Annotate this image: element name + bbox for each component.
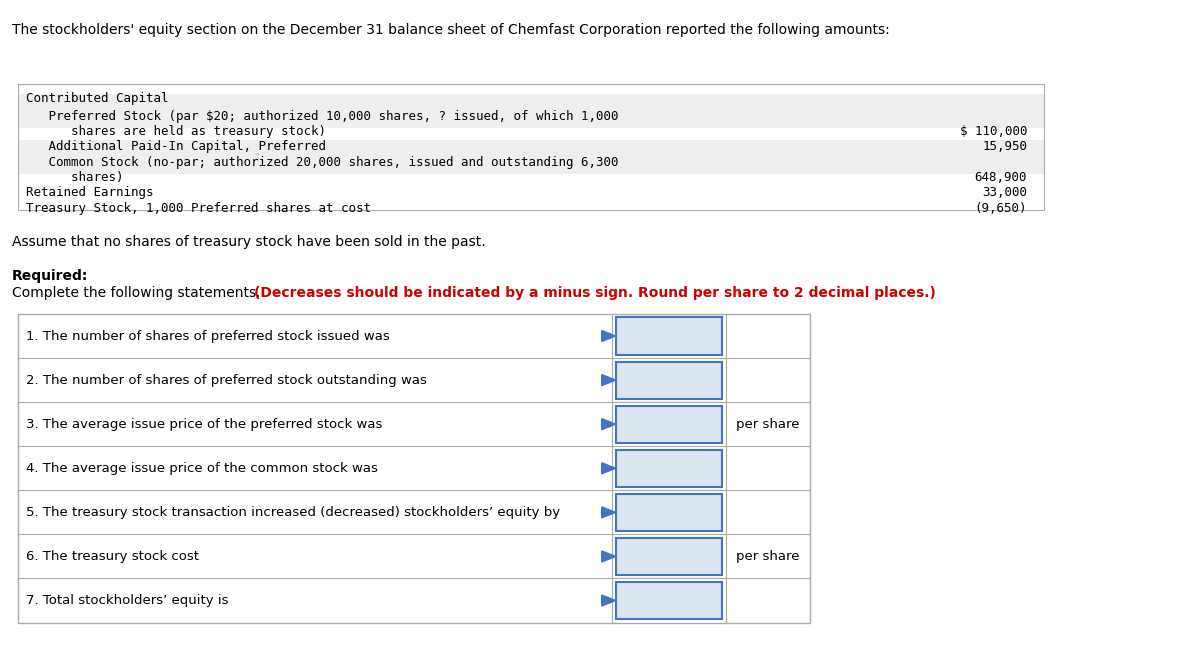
FancyBboxPatch shape (18, 314, 810, 623)
Text: 4. The average issue price of the common stock was: 4. The average issue price of the common… (26, 462, 378, 475)
Text: 1. The number of shares of preferred stock issued was: 1. The number of shares of preferred sto… (26, 329, 390, 343)
Text: 5. The treasury stock transaction increased (decreased) stockholders’ equity by: 5. The treasury stock transaction increa… (26, 506, 560, 519)
Text: Preferred Stock (par $20; authorized 10,000 shares, ? issued, of which 1,000: Preferred Stock (par $20; authorized 10,… (26, 110, 619, 122)
FancyBboxPatch shape (616, 317, 722, 355)
FancyBboxPatch shape (18, 140, 1044, 174)
Text: $ 110,000: $ 110,000 (960, 125, 1027, 138)
Text: The stockholders' equity section on the December 31 balance sheet of Chemfast Co: The stockholders' equity section on the … (12, 23, 889, 37)
Text: Assume that no shares of treasury stock have been sold in the past.: Assume that no shares of treasury stock … (12, 235, 486, 249)
Text: Retained Earnings: Retained Earnings (26, 186, 154, 199)
Text: Treasury Stock, 1,000 Preferred shares at cost: Treasury Stock, 1,000 Preferred shares a… (26, 202, 372, 214)
Text: Contributed Capital: Contributed Capital (26, 92, 169, 105)
FancyBboxPatch shape (616, 494, 722, 531)
Text: 648,900: 648,900 (974, 171, 1027, 184)
Text: shares): shares) (26, 171, 124, 184)
Polygon shape (601, 595, 616, 606)
Text: 6. The treasury stock cost: 6. The treasury stock cost (26, 550, 199, 563)
FancyBboxPatch shape (616, 405, 722, 443)
FancyBboxPatch shape (616, 361, 722, 399)
Text: (9,650): (9,650) (974, 202, 1027, 214)
Text: 7. Total stockholders’ equity is: 7. Total stockholders’ equity is (26, 594, 229, 607)
Text: per share: per share (736, 418, 799, 431)
Text: 15,950: 15,950 (983, 140, 1027, 153)
Polygon shape (601, 463, 616, 474)
FancyBboxPatch shape (18, 94, 1044, 128)
Text: (Decreases should be indicated by a minus sign. Round per share to 2 decimal pla: (Decreases should be indicated by a minu… (253, 286, 935, 300)
Polygon shape (601, 507, 616, 518)
Text: Additional Paid-In Capital, Preferred: Additional Paid-In Capital, Preferred (26, 140, 326, 153)
Text: Common Stock (no-par; authorized 20,000 shares, issued and outstanding 6,300: Common Stock (no-par; authorized 20,000 … (26, 156, 619, 168)
Text: shares are held as treasury stock): shares are held as treasury stock) (26, 125, 326, 138)
Polygon shape (601, 551, 616, 562)
Text: Complete the following statements.: Complete the following statements. (12, 286, 265, 300)
Text: 33,000: 33,000 (983, 186, 1027, 199)
Text: 3. The average issue price of the preferred stock was: 3. The average issue price of the prefer… (26, 418, 383, 431)
Text: 2. The number of shares of preferred stock outstanding was: 2. The number of shares of preferred sto… (26, 373, 427, 387)
Polygon shape (601, 331, 616, 341)
Text: Required:: Required: (12, 269, 89, 283)
FancyBboxPatch shape (616, 582, 722, 619)
Polygon shape (601, 375, 616, 385)
Text: per share: per share (736, 550, 799, 563)
Polygon shape (601, 419, 616, 430)
FancyBboxPatch shape (616, 538, 722, 575)
FancyBboxPatch shape (616, 450, 722, 487)
